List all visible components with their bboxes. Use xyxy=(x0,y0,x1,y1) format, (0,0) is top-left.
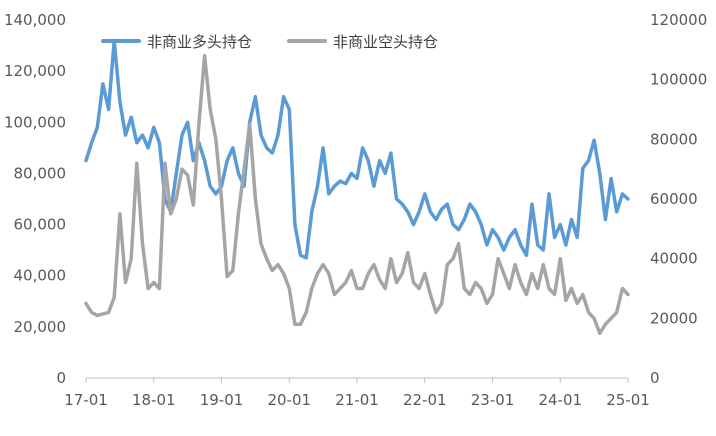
x-tick-label: 23-01 xyxy=(471,391,515,409)
series-line-long xyxy=(84,38,630,260)
x-tick-label: 24-01 xyxy=(538,391,582,409)
y-right-tick-label: 60000 xyxy=(650,190,698,208)
y-right-tick-label: 20000 xyxy=(650,309,698,327)
y-left-tick-label: 40,000 xyxy=(14,267,67,285)
y-left-tick-label: 100,000 xyxy=(4,113,66,131)
y-right-tick-label: 40000 xyxy=(650,250,698,268)
x-tick-label: 18-01 xyxy=(132,391,176,409)
axes: 0 20,000 40,000 60,000 80,000 100,000 120,000 1… xyxy=(4,11,707,409)
y-left-tick-label: 0 xyxy=(56,369,66,387)
y-left-tick-label: 140,000 xyxy=(4,11,66,29)
y-left-tick-label: 60,000 xyxy=(14,216,67,234)
x-tick-label: 21-01 xyxy=(335,391,379,409)
y-left-tick-label: 80,000 xyxy=(14,164,67,182)
y-left-tick-label: 20,000 xyxy=(14,318,67,336)
legend-label: 非商业多头持仓 xyxy=(147,33,252,51)
y-right-tick-label: 100000 xyxy=(650,71,707,89)
x-tick-label: 17-01 xyxy=(64,391,108,409)
y-right-tick-label: 0 xyxy=(650,369,660,387)
series-lines xyxy=(84,38,630,336)
x-tick-label: 19-01 xyxy=(200,391,244,409)
x-tick-label: 25-01 xyxy=(606,391,650,409)
y-right-tick-label: 80000 xyxy=(650,130,698,148)
legend-label: 非商业空头持仓 xyxy=(333,33,438,51)
x-tick-label: 22-01 xyxy=(403,391,447,409)
legend: 非商业多头持仓 非商业空头持仓 xyxy=(101,33,438,51)
y-left-tick-label: 120,000 xyxy=(4,62,66,80)
y-right-tick-label: 120000 xyxy=(650,11,707,29)
x-tick-label: 20-01 xyxy=(267,391,311,409)
series-line-short xyxy=(84,54,630,336)
